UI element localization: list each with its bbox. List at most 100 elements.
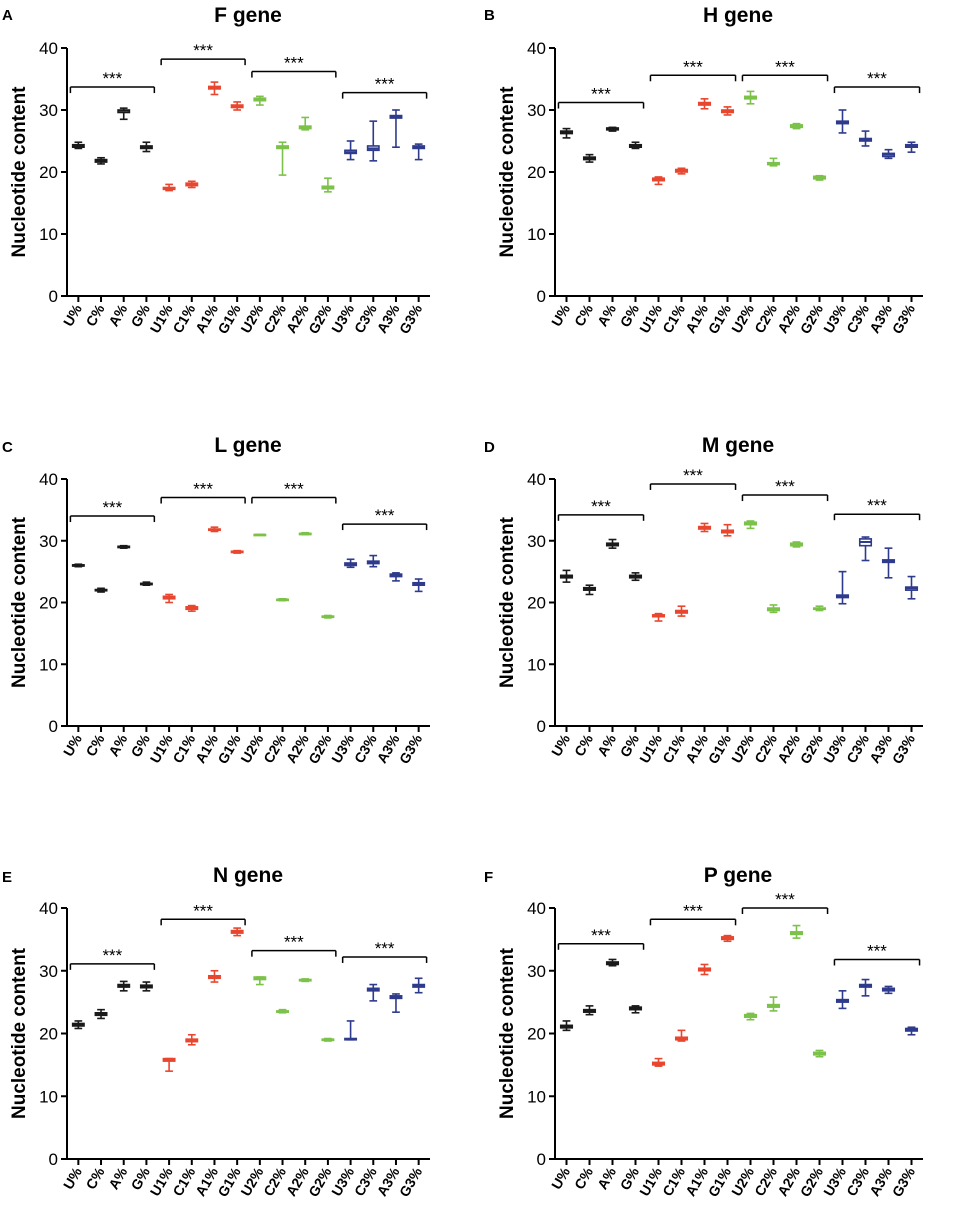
x-tick-label: G1% (214, 1164, 244, 1199)
significance-label: *** (775, 890, 795, 909)
x-tick-label: C2% (260, 301, 289, 336)
x-tick-label: U2% (237, 731, 266, 766)
y-tick-label: 20 (527, 1025, 546, 1044)
x-tick-label: U2% (728, 1164, 757, 1199)
x-tick-label: C2% (260, 1164, 289, 1199)
box-G% (139, 981, 153, 992)
x-tick-label: U1% (147, 301, 176, 336)
box-C% (582, 153, 597, 163)
box-G1% (720, 523, 735, 537)
box-G3% (412, 977, 426, 994)
box-U1% (651, 1057, 666, 1067)
x-tick-label: U1% (636, 301, 665, 336)
x-tick-label: G2% (305, 301, 335, 336)
x-tick-label: U1% (636, 731, 665, 766)
box-C2% (276, 141, 290, 176)
significance-label: *** (867, 941, 887, 960)
box-U2% (253, 95, 267, 106)
x-tick-label: C3% (843, 301, 872, 336)
x-tick-label: C1% (659, 301, 688, 336)
box-U2% (253, 533, 267, 537)
box-A2% (298, 978, 312, 983)
box-G2% (321, 614, 335, 619)
box-G2% (321, 177, 335, 193)
box-A% (117, 544, 131, 549)
x-tick-label: C1% (169, 731, 198, 766)
x-tick-label: G3% (396, 1164, 426, 1199)
box-G3% (412, 578, 426, 593)
x-tick-label: U% (60, 1164, 85, 1192)
box-G3% (904, 141, 919, 153)
x-tick-label: U% (548, 731, 573, 759)
box-G2% (812, 1049, 827, 1058)
box-G3% (904, 575, 919, 600)
box-U3% (835, 109, 850, 134)
box-C2% (276, 597, 290, 602)
box-A3% (389, 993, 403, 1013)
significance-bracket (251, 70, 337, 78)
significance-bracket (341, 91, 428, 99)
x-tick-label: C1% (169, 1164, 198, 1199)
significance-label: *** (102, 498, 122, 517)
box-U1% (162, 1057, 176, 1072)
box-A2% (298, 531, 312, 536)
x-tick-label: G2% (797, 301, 827, 336)
y-tick-label: 40 (527, 39, 546, 58)
y-tick-label: 20 (39, 1025, 58, 1044)
box-C3% (366, 554, 380, 568)
box-G% (139, 141, 153, 153)
box-A% (117, 980, 131, 992)
box-G% (628, 1005, 643, 1014)
significance-bracket (251, 949, 337, 957)
significance-bracket (649, 483, 737, 490)
x-tick-label: U3% (328, 1164, 357, 1199)
significance-bracket (160, 58, 246, 66)
x-tick-label: G2% (305, 731, 335, 766)
significance-bracket (557, 514, 645, 521)
significance-label: *** (683, 466, 703, 485)
y-tick-label: 20 (39, 163, 58, 182)
panel-letter: B (484, 7, 495, 24)
chart-panel-a: A F gene Nucleotide content 0 10 20 30 40 U%C%A%… (2, 4, 430, 336)
chart-panel-f: F P gene Nucleotide content 0 10 20 30 40 U%C%A%… (484, 864, 923, 1199)
box-U3% (344, 140, 358, 161)
y-tick-label: 30 (39, 532, 58, 551)
box-U3% (344, 558, 358, 569)
box-A3% (881, 148, 896, 160)
x-tick-label: C% (571, 731, 596, 759)
box-C% (94, 587, 108, 593)
box-C% (94, 156, 108, 165)
significance-bracket (833, 86, 921, 94)
y-axis-label: Nucleotide content (497, 86, 518, 258)
significance-bracket (69, 515, 156, 523)
box-A3% (881, 985, 896, 995)
x-tick-label: C1% (169, 301, 198, 336)
significance-label: *** (867, 496, 887, 515)
significance-label: *** (683, 901, 703, 920)
significance-label: *** (193, 480, 213, 499)
panel-letter: F (484, 869, 493, 886)
x-tick-label: C1% (659, 731, 688, 766)
box-U2% (743, 1012, 758, 1021)
y-axis-label: Nucleotide content (9, 86, 30, 258)
y-tick-label: 0 (537, 1150, 546, 1169)
y-tick-label: 30 (527, 532, 546, 551)
box-G3% (904, 1026, 919, 1036)
y-tick-label: 30 (527, 101, 546, 120)
x-tick-label: U3% (328, 301, 357, 336)
significance-label: *** (284, 933, 304, 952)
significance-bracket (160, 918, 246, 926)
y-tick-label: 40 (39, 39, 58, 58)
x-tick-label: G3% (396, 731, 426, 766)
x-tick-label: U3% (328, 731, 357, 766)
x-tick-label: U3% (820, 301, 849, 336)
box-G1% (720, 934, 735, 943)
x-tick-label: A% (594, 731, 619, 759)
box-C% (582, 584, 597, 596)
x-tick-label: A% (105, 1164, 130, 1192)
x-tick-label: A% (105, 301, 130, 329)
box-A3% (389, 572, 403, 582)
y-tick-label: 10 (39, 225, 58, 244)
panel-letter: E (2, 869, 12, 886)
